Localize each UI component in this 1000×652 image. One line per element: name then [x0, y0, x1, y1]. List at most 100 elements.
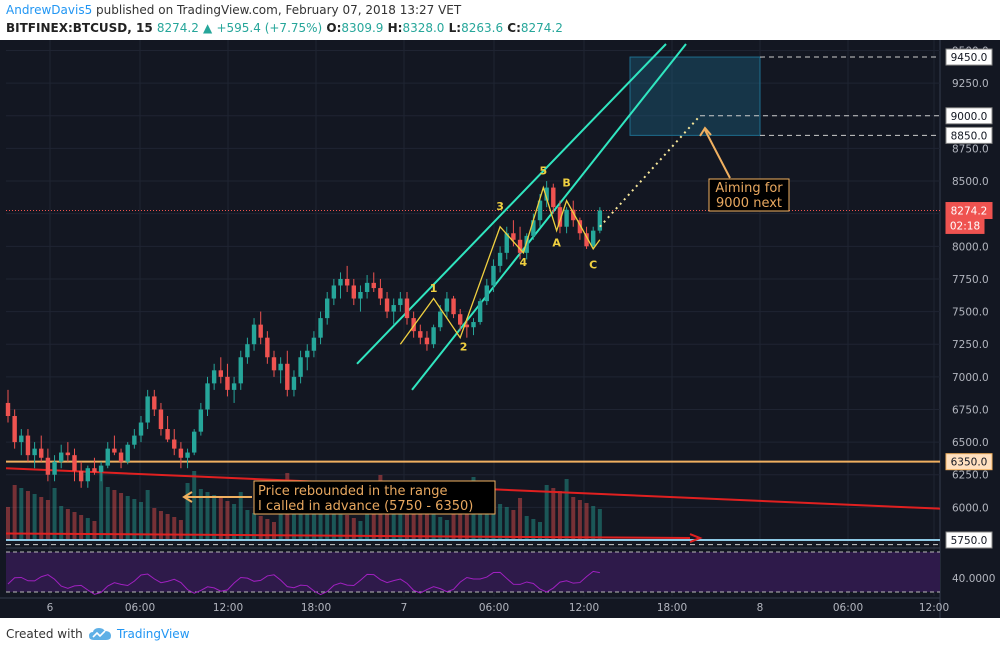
- candle-body: [571, 209, 576, 221]
- candle-body: [378, 288, 383, 299]
- candle-body: [65, 452, 71, 456]
- candle-body: [291, 376, 297, 390]
- volume-bar: [238, 492, 243, 540]
- price-tick-label: 8500.0: [952, 176, 989, 188]
- price-tick-label: 7250.0: [952, 339, 989, 351]
- volume-bar: [391, 496, 396, 540]
- projection-path: [599, 115, 701, 228]
- volume-bar: [484, 498, 489, 540]
- candle-body: [52, 461, 57, 475]
- wave-label-1: 1: [430, 282, 438, 295]
- created-with-text: Created with: [6, 627, 83, 641]
- candle-body: [98, 465, 104, 473]
- candle-body: [438, 311, 443, 328]
- tradingview-cloud-icon: [89, 628, 111, 640]
- volume-bar: [298, 494, 303, 540]
- candle-body: [211, 370, 217, 384]
- price-label-text: 9450.0: [951, 52, 988, 64]
- candle-body: [271, 357, 277, 371]
- candle-body: [138, 422, 144, 436]
- candle-body: [391, 305, 396, 312]
- candle-body: [404, 298, 410, 319]
- volume-bar: [305, 497, 310, 540]
- candle-body: [265, 337, 270, 358]
- candle-body: [32, 448, 37, 456]
- rebound-arrow-head: [182, 491, 193, 503]
- volume-bar: [105, 487, 110, 540]
- candle-body: [132, 435, 137, 445]
- volume-bar: [85, 518, 90, 540]
- candle-body: [59, 452, 64, 462]
- time-tick-label: 18:00: [657, 602, 687, 614]
- candle-body: [451, 298, 456, 315]
- candle-body: [238, 357, 243, 384]
- rsi-axis-label: 40.0000: [952, 573, 995, 585]
- volume-bar: [165, 514, 170, 540]
- candle-body: [371, 282, 376, 289]
- price-tick-label: 9250.0: [952, 78, 989, 90]
- price-tick-label: 7500.0: [952, 307, 989, 319]
- candle-body: [112, 448, 117, 453]
- candle-body: [305, 350, 310, 358]
- volume-bar: [172, 517, 177, 540]
- volume-bar: [311, 500, 316, 540]
- price-tick-label: 6750.0: [952, 404, 989, 416]
- volume-bar: [358, 521, 363, 540]
- volume-bar: [345, 515, 350, 540]
- volume-bar: [418, 508, 423, 540]
- candle-body: [418, 331, 423, 338]
- candle-body: [192, 431, 197, 453]
- time-tick-label: 6: [47, 602, 54, 614]
- price-change: +595.4 (+7.75%): [216, 21, 323, 35]
- candle-body: [591, 230, 596, 247]
- volume-bar: [45, 500, 50, 540]
- volume-bar: [538, 522, 542, 540]
- candle-body: [431, 327, 436, 345]
- candle-body: [351, 285, 356, 299]
- aiming-arrow-line: [704, 129, 731, 179]
- volume-bar: [59, 506, 64, 540]
- volume-bar: [504, 507, 509, 540]
- volume-bar: [192, 471, 197, 540]
- candle-body: [577, 220, 583, 234]
- volume-bar: [112, 490, 117, 540]
- time-tick-label: 06:00: [479, 602, 509, 614]
- candle-body: [78, 470, 84, 482]
- time-tick-label: 8: [757, 602, 764, 614]
- candle-body: [45, 457, 51, 475]
- volume-bar: [25, 491, 30, 540]
- candle-body: [19, 435, 24, 443]
- candle-body: [424, 337, 430, 345]
- volume-bar: [79, 515, 84, 540]
- candle-body: [158, 409, 164, 430]
- candle-body: [597, 210, 603, 231]
- volume-bar: [6, 507, 10, 540]
- price-tick-label: 7750.0: [952, 274, 989, 286]
- candle-body: [152, 396, 157, 410]
- open-label: O:: [326, 21, 342, 35]
- tradingview-link[interactable]: TradingView: [117, 627, 190, 641]
- volume-bar: [325, 506, 330, 540]
- candle-body: [218, 370, 223, 377]
- volume-bar: [225, 501, 230, 540]
- candle-body: [298, 357, 303, 377]
- volume-bar: [52, 488, 57, 540]
- candle-body: [484, 285, 489, 302]
- volume-bar: [39, 497, 44, 540]
- candle-body: [311, 337, 317, 351]
- candle-body: [12, 416, 17, 443]
- candle-body: [231, 383, 237, 390]
- aiming-box: [708, 178, 790, 212]
- author-link[interactable]: AndrewDavis5: [6, 3, 93, 17]
- volume-bar: [318, 503, 323, 540]
- last-price: 8274.2: [156, 21, 199, 35]
- volume-bar: [139, 502, 143, 540]
- volume-bar: [438, 517, 443, 540]
- volume-bar: [498, 504, 503, 540]
- rebound-box: [253, 480, 496, 515]
- chart-header: AndrewDavis5 published on TradingView.co…: [0, 0, 1000, 40]
- candle-body: [458, 314, 463, 325]
- aiming-text-2: 9000 next: [716, 196, 782, 211]
- candle-body: [325, 298, 330, 319]
